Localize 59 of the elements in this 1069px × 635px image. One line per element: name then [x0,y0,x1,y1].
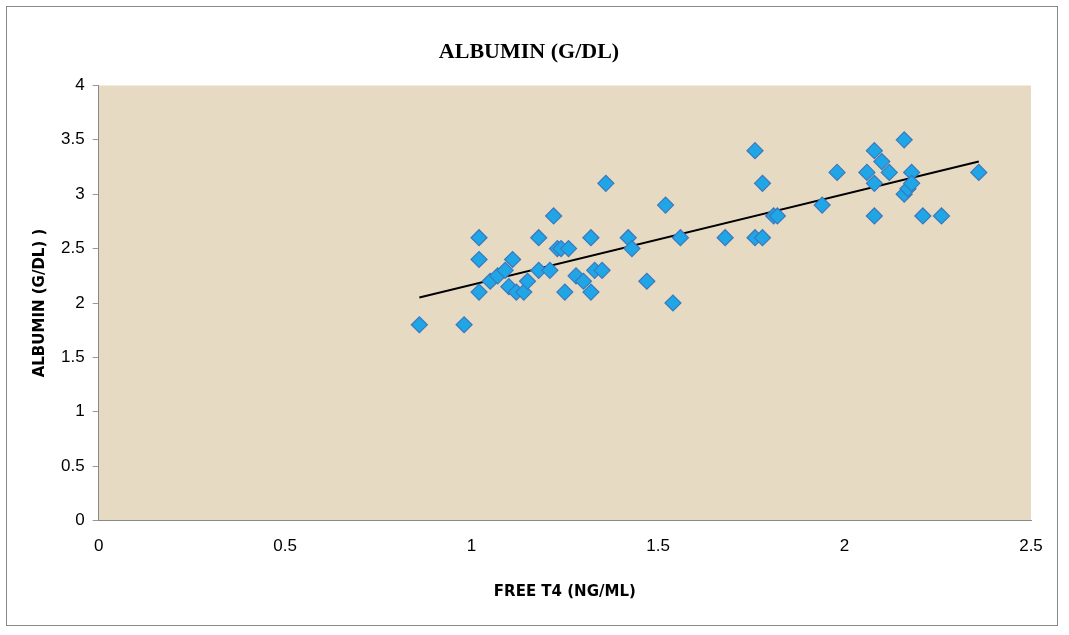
point [515,283,533,301]
point [716,229,734,247]
y-tick-label: 0 [75,510,85,530]
y-tick-label: 1.5 [60,347,85,367]
point [865,207,883,225]
y-tick-label: 0.5 [60,455,85,475]
x-tick-label: 2.5 [1019,536,1043,556]
point [410,316,428,334]
y-tick-label: 4 [75,75,85,95]
point [559,240,578,258]
point [813,196,831,214]
point [970,163,988,182]
y-tick-label: 2 [75,292,85,312]
point [470,229,488,247]
point [504,250,522,269]
x-tick-label: 1.5 [646,536,670,556]
point [470,283,488,301]
point [865,142,883,160]
point [496,261,514,279]
point [597,174,615,192]
point [746,142,764,160]
y-tick-label: 3 [75,183,85,203]
point [582,229,600,247]
x-tick-label: 1 [466,536,477,556]
point [858,163,876,182]
x-axis-title: FREE T4 (NG/ML) [493,581,636,600]
point [518,272,537,290]
point [541,261,559,279]
point [914,207,932,225]
point [865,174,883,192]
point [880,163,898,182]
y-tick-label: 2.5 [60,238,85,258]
point [574,272,593,290]
point [638,272,656,290]
point [873,152,891,171]
x-tick-label: 2 [839,536,850,556]
point [753,229,772,247]
point [656,196,675,214]
point [895,131,913,149]
y-tick-label: 3.5 [60,129,85,149]
point [545,207,563,225]
point [623,240,641,258]
chart-title: ALBUMIN (G/DL) [438,37,620,63]
y-tick-label: 1 [75,401,85,421]
x-tick-label: 0.5 [273,536,297,556]
point [671,229,690,247]
point [582,283,600,301]
point [556,283,574,301]
y-axis-title: ALBUMIN (G/DL) ) [29,228,48,378]
point [903,174,921,192]
point [753,174,772,192]
point [932,207,951,225]
point [828,163,846,182]
point [593,261,611,279]
x-tick-label: 0 [93,536,104,556]
point [470,250,488,269]
point [530,229,548,247]
point [455,316,473,334]
point [664,294,682,312]
